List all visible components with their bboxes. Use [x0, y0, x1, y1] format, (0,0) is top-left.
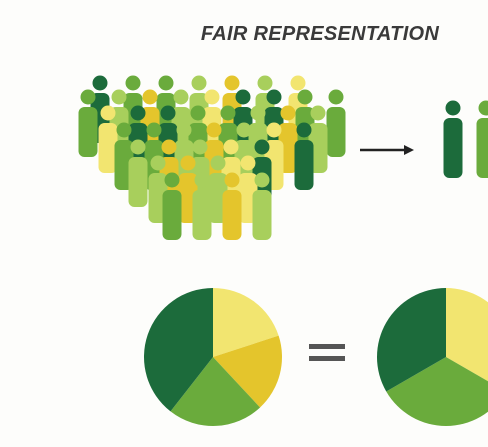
equals-bar — [309, 344, 345, 349]
person-head — [101, 106, 116, 121]
person-body — [295, 140, 314, 190]
person-head — [159, 76, 174, 91]
person-head — [195, 173, 210, 188]
person-head — [126, 76, 141, 91]
person-body — [129, 157, 148, 207]
person-head — [131, 140, 146, 155]
person-head — [221, 106, 236, 121]
equals-bar — [309, 356, 345, 361]
person — [223, 173, 242, 241]
pie-crowd — [144, 288, 282, 426]
person — [193, 173, 212, 241]
person-head — [174, 90, 189, 105]
person-head — [236, 90, 251, 105]
person-head — [267, 90, 282, 105]
person-head — [147, 123, 162, 138]
person-head — [281, 106, 296, 121]
person-head — [251, 106, 266, 121]
person-head — [162, 140, 177, 155]
person-head — [93, 76, 108, 91]
person-head — [225, 173, 240, 188]
person-head — [211, 156, 226, 171]
person-head — [258, 76, 273, 91]
person-body — [444, 118, 463, 178]
page: FAIR REPRESENTATION (() => { const data … — [0, 0, 488, 447]
person-head — [161, 106, 176, 121]
person-head — [225, 76, 240, 91]
person-head — [117, 123, 132, 138]
person-head — [143, 90, 158, 105]
person-head — [446, 101, 461, 116]
title: FAIR REPRESENTATION — [201, 23, 440, 45]
person — [253, 173, 272, 241]
infographic: FAIR REPRESENTATION — [0, 0, 488, 447]
person-head — [112, 90, 127, 105]
person-head — [298, 90, 313, 105]
person-head — [151, 156, 166, 171]
person-head — [267, 123, 282, 138]
person — [295, 123, 314, 191]
person-head — [255, 173, 270, 188]
person-head — [237, 123, 252, 138]
person-body — [477, 118, 488, 178]
person-head — [205, 90, 220, 105]
person-head — [131, 106, 146, 121]
person-body — [79, 107, 98, 157]
person-head — [192, 76, 207, 91]
person-head — [291, 76, 306, 91]
person — [327, 90, 346, 158]
person-head — [181, 156, 196, 171]
person-head — [311, 106, 326, 121]
person — [163, 173, 182, 241]
person — [129, 140, 148, 208]
person-head — [255, 140, 270, 155]
person-body — [163, 190, 182, 240]
person-head — [177, 123, 192, 138]
person-body — [223, 190, 242, 240]
person-head — [207, 123, 222, 138]
person-head — [165, 173, 180, 188]
person-head — [241, 156, 256, 171]
person — [79, 90, 98, 158]
person-head — [193, 140, 208, 155]
person-body — [327, 107, 346, 157]
person-head — [224, 140, 239, 155]
person-head — [297, 123, 312, 138]
person-body — [253, 190, 272, 240]
person-head — [81, 90, 96, 105]
person-head — [191, 106, 206, 121]
person-head — [329, 90, 344, 105]
person-body — [193, 190, 212, 240]
